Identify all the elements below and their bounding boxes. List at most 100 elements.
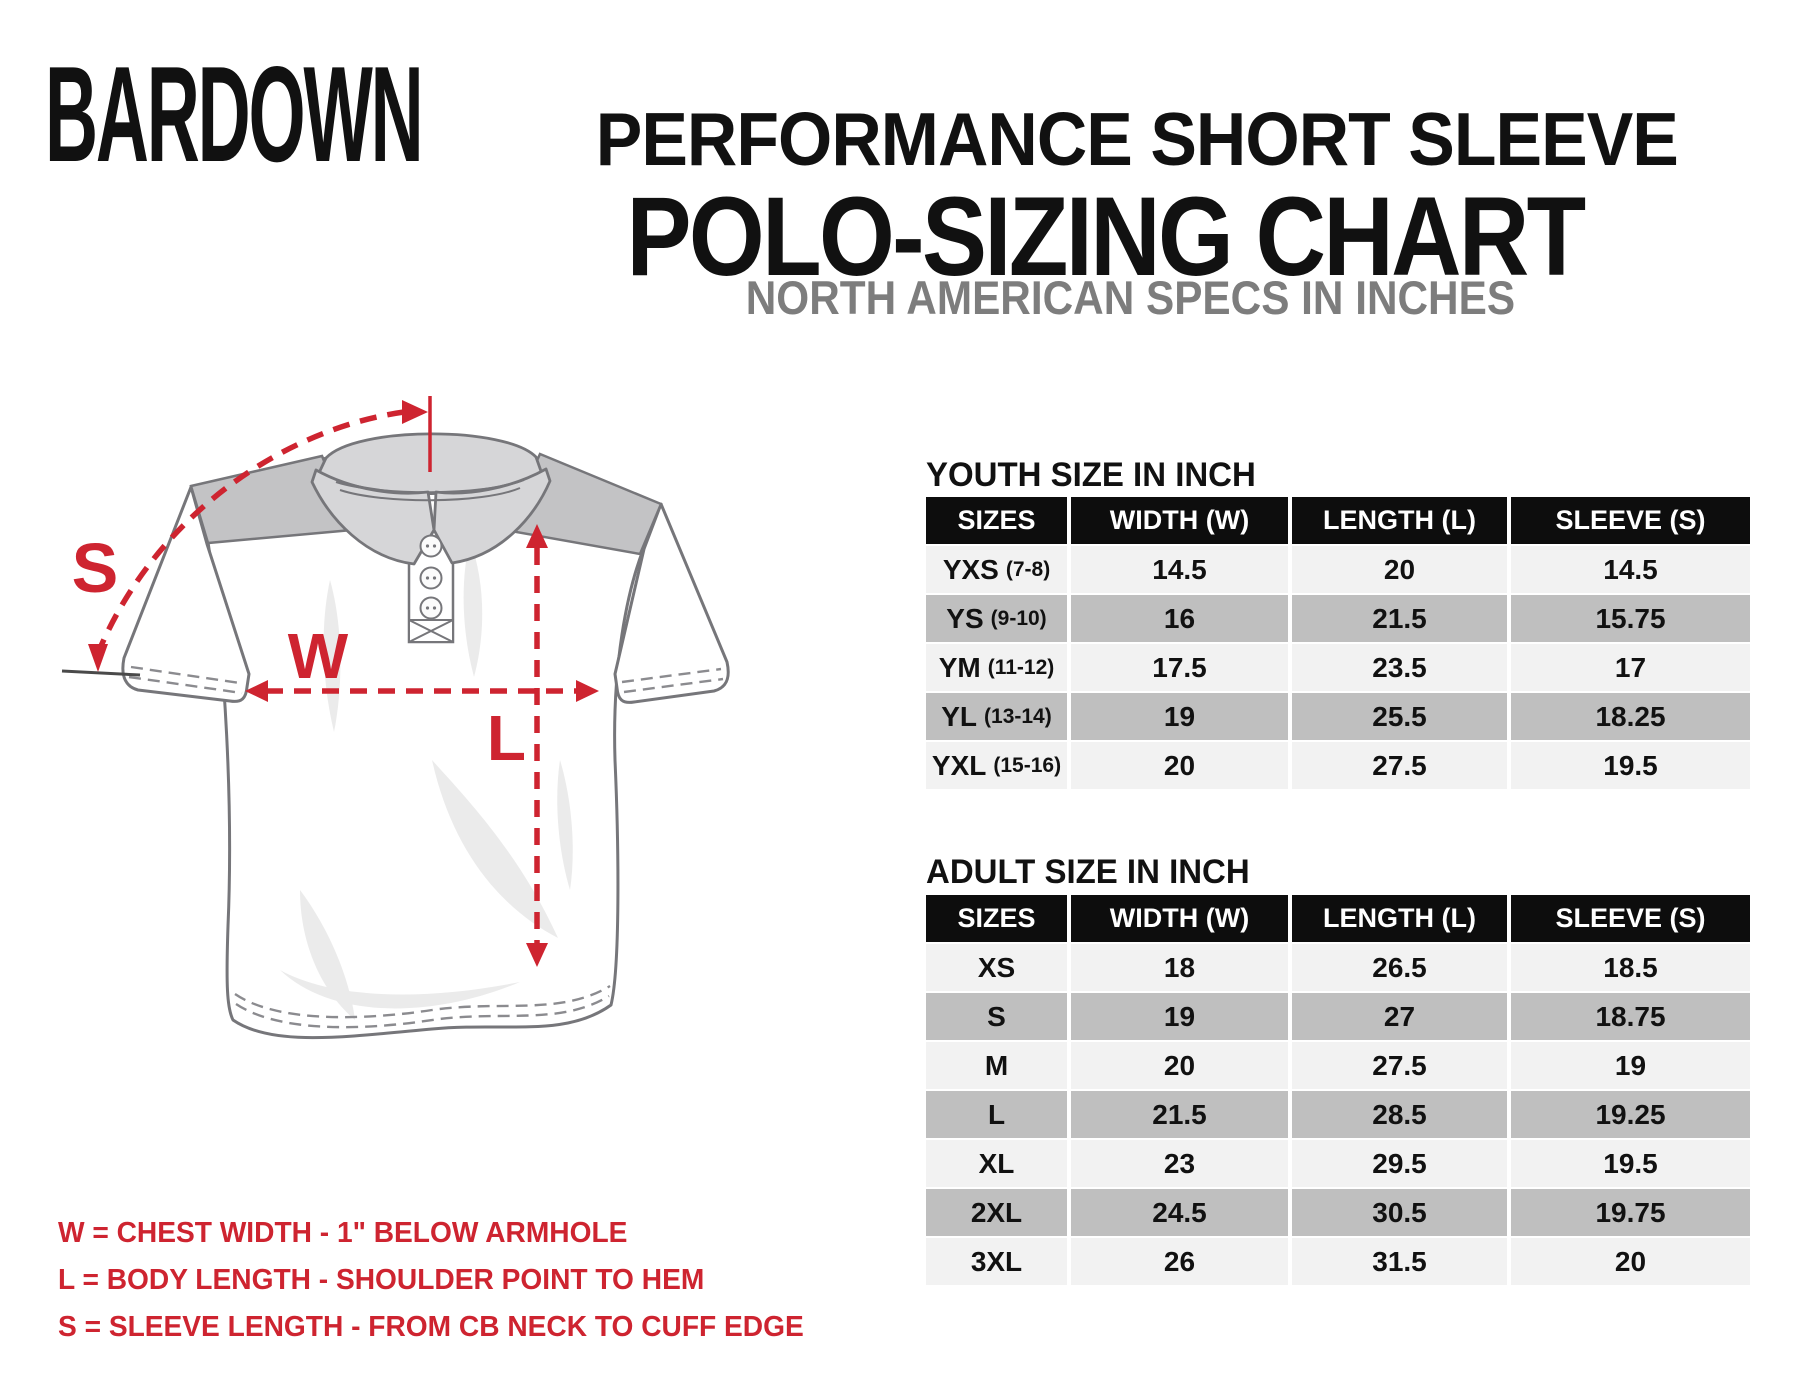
column-header: SIZES	[926, 895, 1067, 942]
measurement-value: 23.5	[1292, 644, 1507, 691]
adult-size-table: SIZES WIDTH (W) LENGTH (L) SLEEVE (S) XS 18 26…	[926, 895, 1750, 1285]
measurement-value: 27.5	[1292, 1042, 1507, 1089]
size-cell: M	[926, 1042, 1067, 1089]
size-cell: 2XL	[926, 1189, 1067, 1236]
size-label: YL	[941, 700, 978, 732]
size-label: XL	[978, 1147, 1015, 1179]
size-label: YXL	[931, 749, 987, 781]
measurement-value: 21.5	[1071, 1091, 1288, 1138]
measurement-value: 18.5	[1511, 944, 1750, 991]
size-cell: YM (11-12)	[926, 644, 1067, 691]
column-header: WIDTH (W)	[1071, 895, 1288, 942]
measurement-value: 17.5	[1071, 644, 1288, 691]
measurement-value: 19.5	[1511, 742, 1750, 789]
measurement-value: 20	[1511, 1238, 1750, 1285]
sleeve-arrow-right-icon	[402, 400, 428, 424]
size-cell: S	[926, 993, 1067, 1040]
measurement-value: 21.5	[1292, 595, 1507, 642]
width-measure-label: W	[288, 620, 349, 692]
page-subtitle: NORTH AMERICAN SPECS IN INCHES	[745, 271, 1515, 324]
size-label: YXS	[942, 553, 999, 585]
length-measure-label: L	[487, 702, 526, 774]
legend-line-width: W = CHEST WIDTH - 1" BELOW ARMHOLE	[58, 1217, 628, 1249]
measurement-value: 20	[1071, 1042, 1288, 1089]
hem-stitching	[234, 984, 611, 1029]
polo-measurement-diagram: S W L	[61, 396, 730, 1040]
measurement-value: 17	[1511, 644, 1750, 691]
adult-table-title: ADULT SIZE IN INCH	[926, 853, 1250, 891]
measurement-arrowheads	[88, 400, 599, 967]
fabric-wrinkles	[280, 540, 573, 1020]
measurement-value: 19.25	[1511, 1091, 1750, 1138]
measurement-value: 23	[1071, 1140, 1288, 1187]
column-header: LENGTH (L)	[1292, 895, 1507, 942]
left-sleeve	[121, 485, 251, 703]
page-title-line1: PERFORMANCE SHORT SLEEVE	[595, 97, 1679, 181]
column-header: SLEEVE (S)	[1511, 895, 1750, 942]
age-range: (15-16)	[993, 753, 1062, 777]
measurement-value: 27	[1292, 993, 1507, 1040]
measurement-value: 14.5	[1511, 546, 1750, 593]
sleeve-measure-arc	[98, 409, 405, 648]
measurement-value: 25.5	[1292, 693, 1507, 740]
measurement-value: 15.75	[1511, 595, 1750, 642]
measurement-value: 16	[1071, 595, 1288, 642]
brand-logo: BARDOWN	[45, 38, 424, 190]
measurement-value: 20	[1071, 742, 1288, 789]
measurement-value: 29.5	[1292, 1140, 1507, 1187]
measurement-value: 19.5	[1511, 1140, 1750, 1187]
measurement-value: 30.5	[1292, 1189, 1507, 1236]
size-label: YS	[946, 602, 984, 634]
measurement-value: 19.75	[1511, 1189, 1750, 1236]
measurement-value: 14.5	[1071, 546, 1288, 593]
size-cell: YS (9-10)	[926, 595, 1067, 642]
measurement-legend: W = CHEST WIDTH - 1" BELOW ARMHOLE L = B…	[58, 1210, 827, 1351]
length-arrow-down-icon	[526, 943, 548, 967]
column-header: SIZES	[926, 497, 1067, 544]
size-label: XS	[977, 951, 1016, 983]
measurement-dashed-lines	[98, 409, 578, 943]
size-cell: L	[926, 1091, 1067, 1138]
legend-line-length: L = BODY LENGTH - SHOULDER POINT TO HEM	[58, 1264, 705, 1296]
sleeve-measure-label: S	[72, 529, 119, 607]
measurement-value: 20	[1292, 546, 1507, 593]
measurement-value: 28.5	[1292, 1091, 1507, 1138]
size-cell: XS	[926, 944, 1067, 991]
size-label: S	[987, 1000, 1006, 1032]
column-header: LENGTH (L)	[1292, 497, 1507, 544]
width-arrow-left-icon	[245, 680, 268, 702]
measurement-value: 26	[1071, 1238, 1288, 1285]
right-sleeve	[613, 502, 730, 704]
size-label: 3XL	[970, 1245, 1023, 1277]
size-label: YM	[938, 651, 981, 683]
age-range: (13-14)	[984, 704, 1052, 728]
measurement-value: 19	[1511, 1042, 1750, 1089]
size-label: L	[987, 1098, 1006, 1130]
measurement-value: 19	[1071, 993, 1288, 1040]
size-label: M	[984, 1049, 1009, 1081]
legend-line-sleeve: S = SLEEVE LENGTH - FROM CB NECK TO CUFF…	[58, 1311, 804, 1343]
column-header: WIDTH (W)	[1071, 497, 1288, 544]
age-range: (9-10)	[990, 606, 1047, 630]
page-title-line2: POLO-SIZING CHART	[626, 174, 1587, 299]
age-range: (7-8)	[1005, 557, 1051, 581]
cuff-edge-reference-line	[61, 669, 141, 677]
size-cell: YL (13-14)	[926, 693, 1067, 740]
column-header: SLEEVE (S)	[1511, 497, 1750, 544]
youth-table-title: YOUTH SIZE IN INCH	[926, 456, 1256, 494]
length-arrow-up-icon	[526, 524, 548, 548]
placket-buttons	[408, 534, 454, 643]
youth-size-table: SIZES WIDTH (W) LENGTH (L) SLEEVE (S) YXS (7-…	[926, 497, 1750, 789]
measurement-value: 19	[1071, 693, 1288, 740]
measurement-value: 18.25	[1511, 693, 1750, 740]
size-label: 2XL	[970, 1196, 1023, 1228]
measurement-value: 24.5	[1071, 1189, 1288, 1236]
size-cell: YXL (15-16)	[926, 742, 1067, 789]
size-cell: YXS (7-8)	[926, 546, 1067, 593]
size-cell: 3XL	[926, 1238, 1067, 1285]
sleeve-arrow-down-icon	[88, 644, 108, 672]
measurement-value: 31.5	[1292, 1238, 1507, 1285]
measurement-value: 26.5	[1292, 944, 1507, 991]
measurement-value: 27.5	[1292, 742, 1507, 789]
